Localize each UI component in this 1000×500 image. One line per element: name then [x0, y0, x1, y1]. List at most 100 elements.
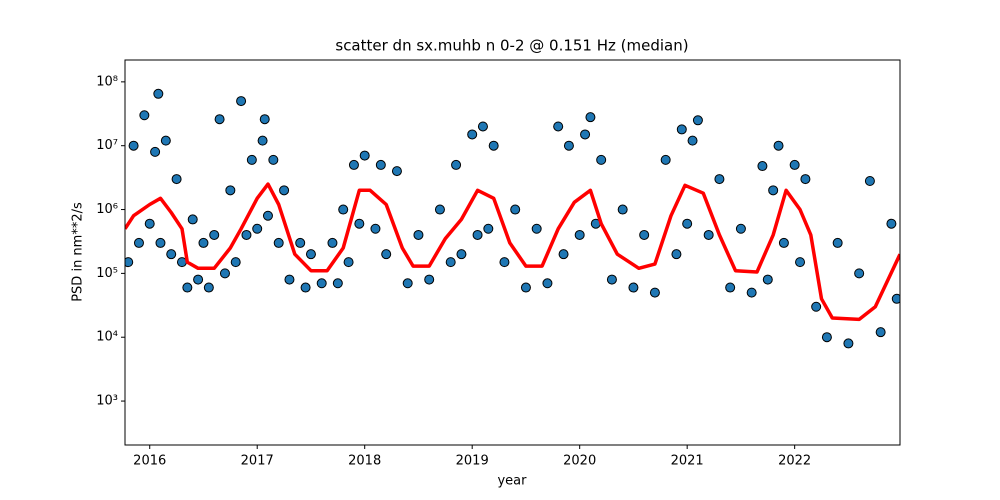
scatter-point — [219, 268, 230, 279]
scatter-point — [259, 114, 270, 125]
scatter-point — [725, 282, 736, 293]
scatter-point — [198, 237, 209, 248]
scatter-point — [445, 257, 456, 268]
scatter-point — [209, 229, 220, 240]
scatter-point — [338, 204, 349, 215]
scatter-point — [660, 154, 671, 165]
scatter-point — [676, 124, 687, 135]
scatter-point — [434, 204, 445, 215]
scatter-point — [451, 159, 462, 170]
scatter-point — [649, 287, 660, 298]
scatter-point — [735, 223, 746, 234]
scatter-point — [891, 293, 900, 304]
plot-area — [125, 88, 900, 349]
scatter-point — [139, 110, 150, 121]
x-tick-label: 2022 — [778, 454, 811, 469]
scatter-point — [153, 88, 164, 99]
scatter-point — [133, 237, 144, 248]
scatter-point — [811, 301, 822, 312]
scatter-point — [187, 214, 198, 225]
scatter-point — [821, 332, 832, 343]
scatter-point — [252, 223, 263, 234]
scatter-point — [574, 229, 585, 240]
scatter-point — [166, 249, 177, 260]
x-tick-label: 2019 — [456, 454, 489, 469]
scatter-point — [171, 174, 182, 185]
scatter-point — [886, 218, 897, 229]
scatter-point — [692, 115, 703, 126]
scatter-point — [488, 140, 499, 151]
scatter-point — [375, 159, 386, 170]
scatter-point — [214, 114, 225, 125]
scatter-point — [580, 129, 591, 140]
scatter-point — [284, 274, 295, 285]
scatter-point — [843, 338, 854, 349]
scatter-point — [160, 135, 171, 146]
scatter-point — [125, 257, 134, 268]
scatter-point — [477, 121, 488, 132]
y-tick-label: 10⁴ — [96, 330, 118, 345]
scatter-point — [424, 274, 435, 285]
scatter-point — [391, 166, 402, 177]
scatter-point — [359, 150, 370, 161]
scatter-point — [795, 257, 806, 268]
scatter-point — [236, 96, 247, 107]
scatter-point — [193, 274, 204, 285]
scatter-point — [456, 249, 467, 260]
chart-title: scatter dn sx.muhb n 0-2 @ 0.151 Hz (med… — [335, 37, 688, 55]
y-tick-label: 10³ — [96, 394, 118, 409]
scatter-point — [354, 218, 365, 229]
scatter-point — [553, 121, 564, 132]
scatter-point — [671, 249, 682, 260]
x-tick-label: 2020 — [563, 454, 596, 469]
scatter-point — [682, 218, 693, 229]
scatter-point — [854, 268, 865, 279]
scatter-point — [606, 274, 617, 285]
scatter-point — [262, 210, 273, 221]
scatter-point — [778, 237, 789, 248]
scatter-point — [563, 140, 574, 151]
scatter-point — [789, 159, 800, 170]
scatter-point — [279, 185, 290, 196]
scatter-point — [499, 257, 510, 268]
scatter-point — [596, 154, 607, 165]
scatter-point — [327, 237, 338, 248]
scatter-point — [800, 174, 811, 185]
scatter-point — [687, 135, 698, 146]
scatter-point — [875, 327, 886, 338]
y-tick-label: 10⁷ — [96, 138, 118, 153]
scatter-point — [413, 229, 424, 240]
scatter-point — [768, 185, 779, 196]
x-tick-label: 2021 — [671, 454, 704, 469]
scatter-point — [542, 278, 553, 289]
x-tick-label: 2017 — [241, 454, 274, 469]
scatter-point — [714, 174, 725, 185]
x-tick-label: 2016 — [133, 454, 166, 469]
scatter-point — [558, 249, 569, 260]
y-tick-label: 10⁵ — [96, 266, 118, 281]
scatter-point — [230, 257, 241, 268]
scatter-point — [316, 278, 327, 289]
scatter-point — [241, 229, 252, 240]
scatter-point — [773, 140, 784, 151]
scatter-point — [128, 140, 139, 151]
y-axis-label: PSD in nm**2/s — [71, 202, 86, 302]
scatter-point — [483, 223, 494, 234]
scatter-point — [639, 229, 650, 240]
scatter-point — [144, 218, 155, 229]
scatter-point — [703, 229, 714, 240]
scatter-point — [402, 278, 413, 289]
plot-frame — [124, 59, 901, 446]
scatter-point — [370, 223, 381, 234]
scatter-point — [300, 282, 311, 293]
scatter-point — [348, 159, 359, 170]
scatter-point — [467, 129, 478, 140]
scatter-point — [472, 229, 483, 240]
scatter-point — [268, 154, 279, 165]
scatter-point — [381, 249, 392, 260]
scatter-point — [273, 237, 284, 248]
scatter-point — [343, 257, 354, 268]
scatter-point — [225, 185, 236, 196]
scatter-point — [155, 237, 166, 248]
